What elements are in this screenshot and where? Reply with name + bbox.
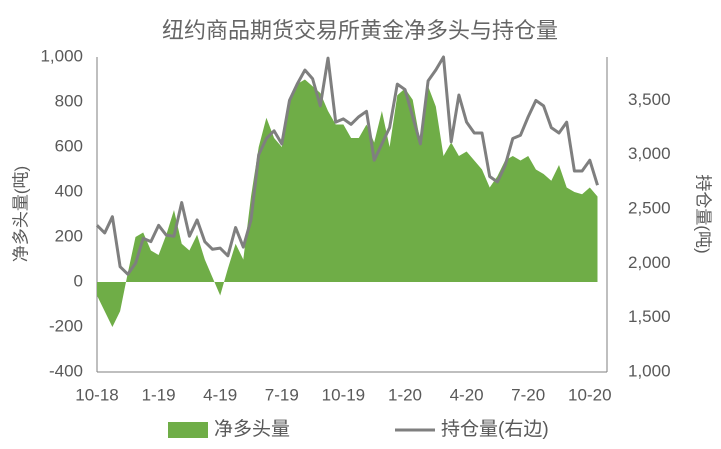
x-tick-label: 10-19 xyxy=(322,385,365,404)
x-tick-label: 10-18 xyxy=(75,385,118,404)
x-tick-label: 4-20 xyxy=(450,385,484,404)
y2-tick-label: 3,500 xyxy=(628,90,671,109)
x-tick-label: 1-20 xyxy=(388,385,422,404)
y-tick-label: 800 xyxy=(55,91,83,110)
x-tick-label: 7-19 xyxy=(265,385,299,404)
chart-title: 纽约商品期货交易所黄金净多头与持仓量 xyxy=(162,18,558,43)
legend-swatch xyxy=(168,422,208,438)
y-tick-label: 0 xyxy=(74,271,83,290)
y-tick-label: 1,000 xyxy=(40,46,83,65)
y-tick-label: -200 xyxy=(49,316,83,335)
y-tick-label: 400 xyxy=(55,181,83,200)
y-tick-label: -400 xyxy=(49,361,83,380)
y2-tick-label: 1,000 xyxy=(628,361,671,380)
y2-tick-label: 2,000 xyxy=(628,253,671,272)
x-tick-label: 1-19 xyxy=(142,385,176,404)
area xyxy=(97,79,598,327)
x-tick-label: 4-19 xyxy=(203,385,237,404)
line xyxy=(95,55,599,276)
legend-label: 持仓量(右边) xyxy=(441,418,549,440)
y-tick-label: 600 xyxy=(55,136,83,155)
x-tick-label: 10-20 xyxy=(568,385,611,404)
y2-tick-label: 3,000 xyxy=(628,144,671,163)
y2-tick-label: 2,500 xyxy=(628,199,671,218)
x-tick-label: 7-20 xyxy=(511,385,545,404)
legend-label: 净多头量 xyxy=(214,418,290,440)
y2-axis-label: 持仓量(吨) xyxy=(694,174,713,253)
y-tick-label: 200 xyxy=(55,226,83,245)
y2-tick-label: 1,500 xyxy=(628,307,671,326)
y-axis-label: 净多头量(吨) xyxy=(11,166,30,262)
